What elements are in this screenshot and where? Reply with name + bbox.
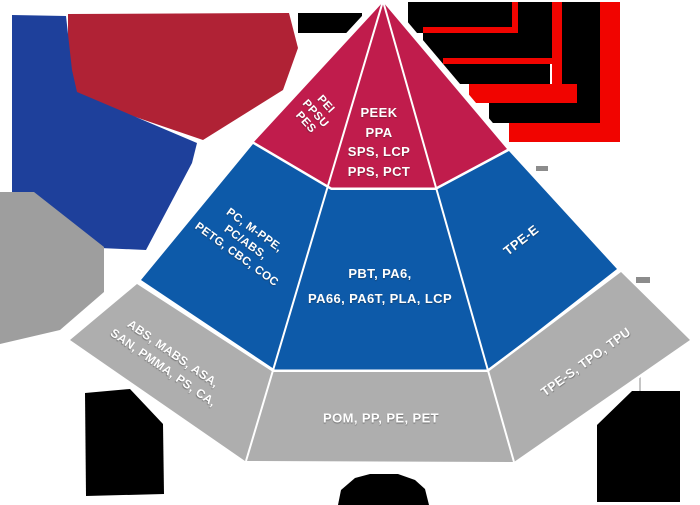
red-bar <box>552 2 562 103</box>
red-bar <box>443 58 562 64</box>
divider-line-left <box>245 0 384 462</box>
gray-dash <box>636 277 650 283</box>
black-bar <box>443 64 550 84</box>
bottom-center-label: POM, PP, PE, PET <box>323 410 439 426</box>
label-line: PPA <box>365 124 393 140</box>
black-blob-bottom-right <box>597 391 680 502</box>
black-blob-bottom-left <box>85 389 164 496</box>
label-line: PA66, PA6T, PLA, LCP <box>307 291 453 306</box>
gray-dash <box>536 166 548 171</box>
black-bar <box>489 103 598 123</box>
label-line: PPS, PCT <box>347 163 411 179</box>
red-bar <box>600 2 620 142</box>
red-bar <box>509 123 620 142</box>
top-right-bar-cluster <box>298 2 620 142</box>
navy-banner-shape <box>12 15 197 250</box>
black-bar <box>518 2 552 64</box>
black-bar <box>298 13 362 33</box>
label-line: PEEK <box>360 105 398 120</box>
red-bar <box>512 2 518 33</box>
red-bar <box>469 84 577 103</box>
middle-center-label: PBT, PA6, PA66, PA6T, PLA, LCP <box>308 261 452 311</box>
gray-banner-shape <box>0 192 104 344</box>
pyramid-tier-middle <box>138 141 620 374</box>
label-line: PBT, PA6, <box>348 266 412 281</box>
top-center-label: PEEK PPA SPS, LCP PPS, PCT <box>348 103 410 181</box>
red-bar <box>423 27 518 33</box>
pyramid-tier-bottom <box>67 269 693 465</box>
black-blob-bottom-center <box>338 474 429 505</box>
divider-line-right <box>382 0 515 463</box>
maroon-banner-shape <box>68 13 298 140</box>
label-line: SPS, LCP <box>347 144 411 159</box>
